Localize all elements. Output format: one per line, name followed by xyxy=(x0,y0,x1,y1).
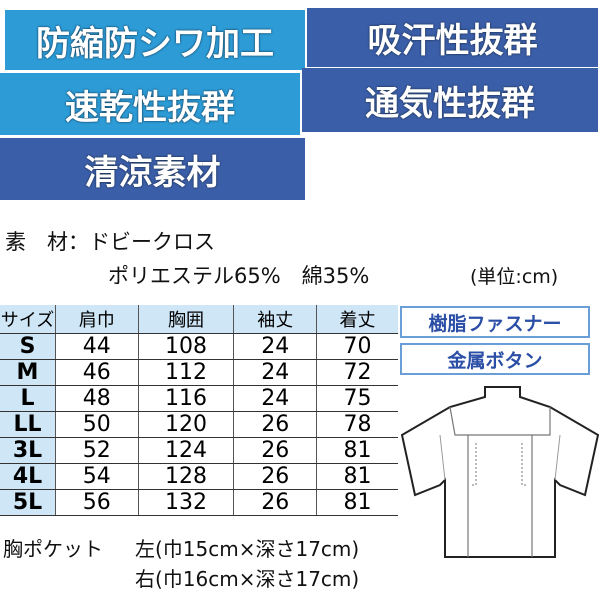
column-header: 胸囲 xyxy=(138,305,235,334)
size-table: サイズ 肩巾 胸囲 袖丈 着丈 S 44 108 24 70 M 46 112 24 72 L 48 116 24… xyxy=(0,305,398,516)
feature-banner: 防縮防シワ加工 xyxy=(5,10,305,70)
feature-banner: 清涼素材 xyxy=(0,138,305,200)
table-row: 5L 56 132 26 81 xyxy=(0,489,398,516)
material-fabric: ドビークロス xyxy=(89,230,215,254)
pocket-right: 右(巾16cm×深さ17cm) xyxy=(135,567,360,591)
measurement-cell: 24 xyxy=(233,359,318,386)
size-cell: 5L xyxy=(0,489,56,516)
pocket-left: 左(巾15cm×深さ17cm) xyxy=(135,537,360,561)
measurement-cell: 75 xyxy=(316,385,398,412)
feature-tag: 金属ボタン xyxy=(400,343,590,375)
size-cell: LL xyxy=(0,411,56,438)
feature-banner: 通気性抜群 xyxy=(302,68,598,132)
column-header: 肩巾 xyxy=(55,305,139,334)
measurement-cell: 24 xyxy=(233,385,318,412)
measurement-cell: 24 xyxy=(233,333,318,360)
table-row: LL 50 120 26 78 xyxy=(0,411,398,438)
measurement-cell: 44 xyxy=(55,333,139,360)
measurement-cell: 56 xyxy=(55,489,139,516)
measurement-cell: 48 xyxy=(55,385,139,412)
size-cell: L xyxy=(0,385,56,412)
measurement-cell: 26 xyxy=(233,437,318,464)
size-cell: S xyxy=(0,333,56,360)
measurement-cell: 46 xyxy=(55,359,139,386)
column-header: 着丈 xyxy=(316,305,398,334)
size-cell: 4L xyxy=(0,463,56,490)
measurement-cell: 81 xyxy=(316,463,398,490)
measurement-cell: 78 xyxy=(316,411,398,438)
measurement-cell: 112 xyxy=(138,359,235,386)
table-row: L 48 116 24 75 xyxy=(0,385,398,412)
table-row: S 44 108 24 70 xyxy=(0,333,398,360)
measurement-cell: 54 xyxy=(55,463,139,490)
feature-tag: 樹脂ファスナー xyxy=(400,306,590,338)
measurement-cell: 50 xyxy=(55,411,139,438)
material-label: 素 材： xyxy=(5,230,89,254)
size-cell: M xyxy=(0,359,56,386)
table-row: 4L 54 128 26 81 xyxy=(0,463,398,490)
measurement-cell: 132 xyxy=(138,489,235,516)
measurement-cell: 72 xyxy=(316,359,398,386)
feature-banner: 速乾性抜群 xyxy=(0,73,300,135)
pocket-label: 胸ポケット xyxy=(3,537,103,561)
column-header: サイズ xyxy=(0,305,56,334)
measurement-cell: 128 xyxy=(138,463,235,490)
material-line: 素 材：ドビークロス xyxy=(5,226,215,256)
measurement-cell: 26 xyxy=(233,489,318,516)
measurement-cell: 26 xyxy=(233,411,318,438)
measurement-cell: 81 xyxy=(316,489,398,516)
table-row: M 46 112 24 72 xyxy=(0,359,398,386)
measurement-cell: 52 xyxy=(55,437,139,464)
material-composition: ポリエステル65% 綿35% xyxy=(108,264,370,288)
measurement-cell: 108 xyxy=(138,333,235,360)
measurement-cell: 116 xyxy=(138,385,235,412)
measurement-cell: 81 xyxy=(316,437,398,464)
feature-banner: 吸汗性抜群 xyxy=(307,8,598,67)
column-header: 袖丈 xyxy=(233,305,318,334)
shirt-back-illustration xyxy=(400,386,600,558)
unit-label: (単位:cm) xyxy=(470,266,559,288)
table-row: 3L 52 124 26 81 xyxy=(0,437,398,464)
measurement-cell: 124 xyxy=(138,437,235,464)
size-cell: 3L xyxy=(0,437,56,464)
measurement-cell: 26 xyxy=(233,463,318,490)
measurement-cell: 120 xyxy=(138,411,235,438)
measurement-cell: 70 xyxy=(316,333,398,360)
